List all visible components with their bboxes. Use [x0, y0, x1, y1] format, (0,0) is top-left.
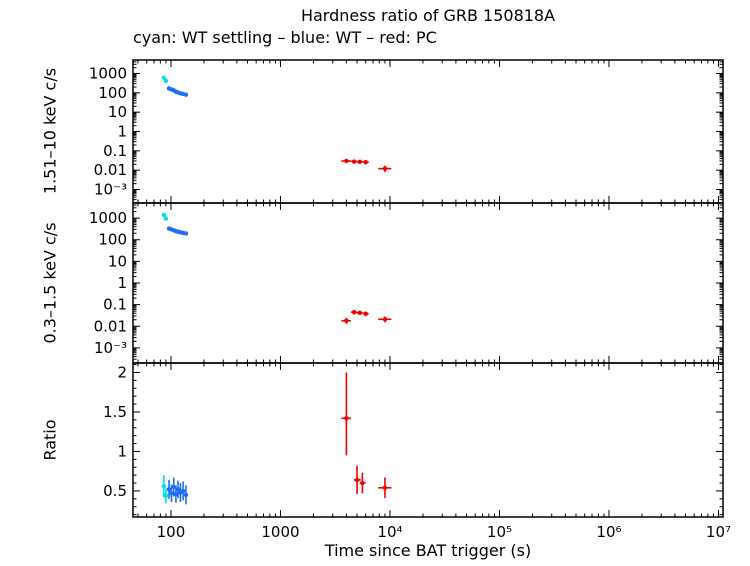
svg-text:10⁷: 10⁷	[706, 523, 731, 541]
svg-text:10⁵: 10⁵	[487, 523, 512, 541]
svg-text:10⁴: 10⁴	[377, 523, 402, 541]
xlabel-time: Time since BAT trigger (s)	[324, 541, 532, 560]
chart-title: Hardness ratio of GRB 150818A	[300, 6, 556, 25]
svg-text:1000: 1000	[89, 209, 127, 227]
svg-text:10⁻³: 10⁻³	[94, 180, 127, 198]
svg-text:0.01: 0.01	[94, 161, 127, 179]
svg-text:0.1: 0.1	[103, 296, 127, 314]
chart-subtitle: cyan: WT settling – blue: WT – red: PC	[133, 28, 437, 47]
svg-text:10⁶: 10⁶	[596, 523, 621, 541]
svg-text:1000: 1000	[261, 523, 299, 541]
svg-text:10: 10	[108, 103, 127, 121]
svg-text:2: 2	[117, 363, 127, 381]
svg-text:1: 1	[117, 442, 127, 460]
svg-text:10⁻³: 10⁻³	[94, 339, 127, 357]
svg-text:1: 1	[117, 274, 127, 292]
svg-text:0.01: 0.01	[94, 317, 127, 335]
svg-text:1.5: 1.5	[103, 403, 127, 421]
svg-text:0.5: 0.5	[103, 482, 127, 500]
svg-text:10: 10	[108, 252, 127, 270]
svg-text:1000: 1000	[89, 65, 127, 83]
svg-text:100: 100	[98, 231, 127, 249]
svg-text:100: 100	[157, 523, 186, 541]
ylabel-hard-rate: 1.51–10 keV c/s	[40, 67, 60, 195]
svg-text:100: 100	[98, 84, 127, 102]
ylabel-soft-rate: 0.3–1.5 keV c/s	[40, 222, 60, 344]
svg-text:0.1: 0.1	[103, 142, 127, 160]
ylabel-ratio: Ratio	[40, 419, 60, 461]
svg-text:1: 1	[117, 123, 127, 141]
